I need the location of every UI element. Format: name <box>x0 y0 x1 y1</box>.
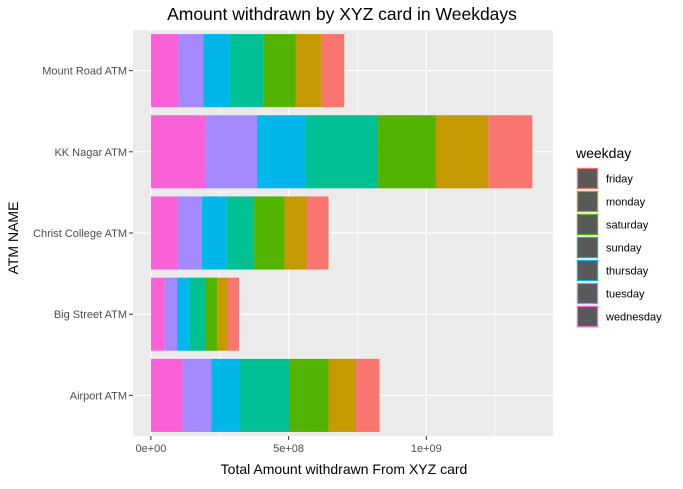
bar-segment-saturday <box>205 277 217 351</box>
legend-label: monday <box>606 197 646 209</box>
bar-segment-monday <box>295 34 322 108</box>
bar-segment-saturday <box>263 34 296 108</box>
bar-segment-sunday <box>239 358 290 432</box>
bar-segment-thursday <box>211 358 240 432</box>
legend: friday monday saturday sunday thursday tuesda… <box>576 167 662 328</box>
legend-label: thursday <box>606 266 649 278</box>
y-tick-label: KK Nagar ATM <box>54 147 127 159</box>
bar-segment-thursday <box>201 196 227 270</box>
legend-label: tuesday <box>606 289 645 301</box>
y-tick-label: Christ College ATM <box>33 228 127 240</box>
y-axis: Mount Road ATM KK Nagar ATM Christ College… <box>33 66 133 402</box>
bar-segment-friday <box>488 115 533 189</box>
bar-segment-wednesday <box>150 277 165 351</box>
legend-key-wednesday <box>576 305 599 328</box>
y-tick-label: Mount Road ATM <box>42 66 127 78</box>
legend-key-thursday <box>576 259 599 282</box>
bar-segment-sunday <box>229 34 264 108</box>
bar-segment-monday <box>284 196 307 270</box>
chart-title: Amount withdrawn by XYZ card in Weekdays <box>167 4 517 24</box>
legend-title: weekday <box>575 145 631 161</box>
bar-segment-wednesday <box>150 115 206 189</box>
bar-segment-tuesday <box>178 34 204 108</box>
legend-label: sunday <box>606 243 642 255</box>
y-tick-label: Airport ATM <box>70 390 127 402</box>
bar-segment-friday <box>356 358 380 432</box>
bar-segment-sunday <box>189 277 206 351</box>
bar-segment-saturday <box>254 196 285 270</box>
bar-segment-wednesday <box>150 34 179 108</box>
legend-key-saturday <box>576 213 599 236</box>
bar-segment-monday <box>328 358 357 432</box>
bar-segment-monday <box>435 115 489 189</box>
legend-key-tuesday <box>576 282 599 305</box>
x-axis-label: Total Amount withdrawn From XYZ card <box>221 461 468 477</box>
legend-key-friday <box>576 167 599 190</box>
y-tick-label: Big Street ATM <box>54 309 127 321</box>
x-tick-label: 1e+09 <box>411 443 442 455</box>
legend-key-sunday <box>576 236 599 259</box>
bar-segment-tuesday <box>177 196 202 270</box>
y-axis-label: ATM NAME <box>5 202 21 275</box>
bar-segment-saturday <box>289 358 329 432</box>
legend-label: friday <box>606 174 633 186</box>
x-tick-label: 5e+08 <box>273 443 304 455</box>
bar-segment-friday <box>228 277 240 351</box>
bar-segment-thursday <box>256 115 306 189</box>
bar-segment-thursday <box>177 277 190 351</box>
bar-segment-tuesday <box>164 277 178 351</box>
legend-label: saturday <box>606 220 649 232</box>
legend-key-monday <box>576 190 599 213</box>
bar-segment-thursday <box>203 34 230 108</box>
x-axis: 0e+00 5e+08 1e+09 <box>135 436 442 455</box>
bar-segment-sunday <box>305 115 379 189</box>
bar-segment-wednesday <box>150 196 178 270</box>
bar-segment-tuesday <box>205 115 257 189</box>
x-tick-label: 0e+00 <box>135 443 166 455</box>
bar-segment-tuesday <box>182 358 212 432</box>
plot-panel <box>133 30 553 436</box>
bar-segment-friday <box>306 196 329 270</box>
bar-segment-wednesday <box>150 358 183 432</box>
bar-segment-sunday <box>226 196 255 270</box>
bar-segment-monday <box>217 277 229 351</box>
legend-label: wednesday <box>605 312 662 324</box>
bar-segment-saturday <box>378 115 436 189</box>
bar-segment-friday <box>321 34 345 108</box>
